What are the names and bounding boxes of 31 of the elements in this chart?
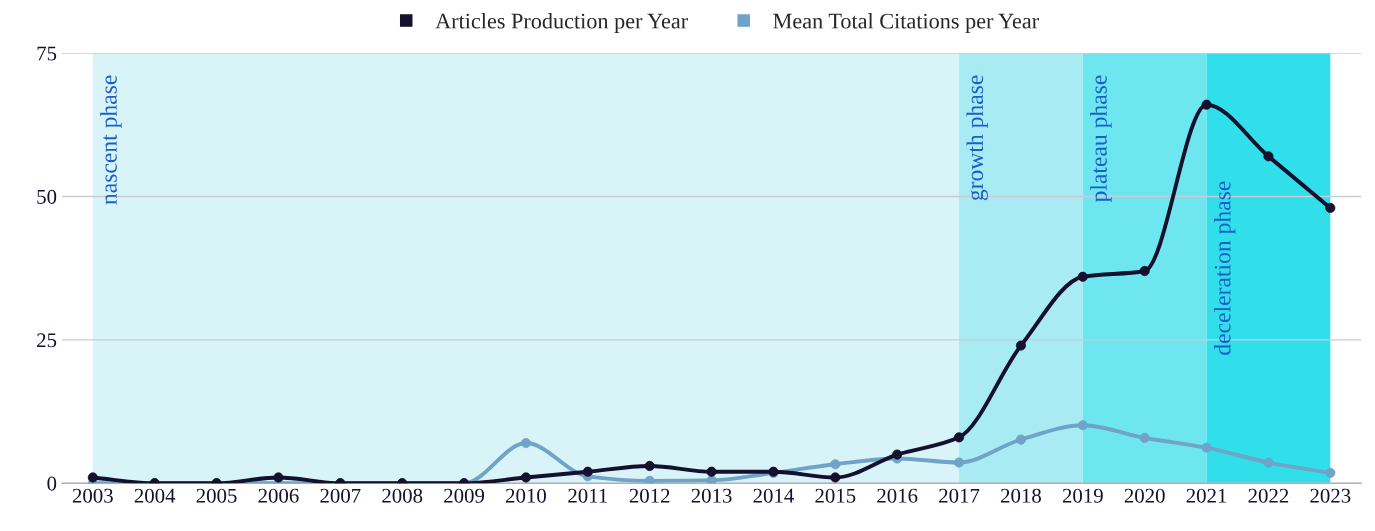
x-tick-label: 2020 <box>1124 488 1165 503</box>
x-tick-label: 2011 <box>568 488 608 503</box>
legend-label: Articles Production per Year <box>435 12 688 34</box>
band-label: growth phase <box>966 75 988 201</box>
x-tick-label: 2023 <box>1310 488 1351 503</box>
x-tick-label: 2006 <box>258 488 299 503</box>
x-tick-label: 2009 <box>444 488 485 503</box>
x-tick-label: 2012 <box>629 488 670 503</box>
x-tick-label: 2016 <box>877 488 918 503</box>
x-tick-label: 2004 <box>134 488 176 503</box>
y-tick-label: 75 <box>37 46 57 61</box>
y-tick-label: 0 <box>47 476 57 491</box>
x-tick-label: 2018 <box>1001 488 1041 503</box>
band-label: nascent phase <box>100 75 122 205</box>
x-tick-label: 2022 <box>1248 488 1289 503</box>
legend-label: Mean Total Citations per Year <box>773 12 1039 34</box>
y-tick-label: 25 <box>37 333 57 348</box>
y-tick-label: 50 <box>37 189 57 204</box>
x-tick-label: 2013 <box>691 488 732 503</box>
x-tick-label: 2021 <box>1186 488 1227 503</box>
x-tick-label: 2008 <box>382 488 423 503</box>
x-tick-label: 2007 <box>320 488 361 503</box>
x-tick-label: 2014 <box>753 488 794 503</box>
x-tick-label: 2017 <box>939 488 980 503</box>
x-tick-label: 2005 <box>196 488 237 503</box>
x-tick-label: 2015 <box>815 488 856 503</box>
x-tick-label: 2010 <box>506 488 546 503</box>
band-label: plateau phase <box>1090 75 1112 203</box>
x-tick-label: 2019 <box>1062 488 1103 503</box>
x-tick-label: 2003 <box>72 488 113 503</box>
band-label: deceleration phase <box>1213 181 1236 355</box>
